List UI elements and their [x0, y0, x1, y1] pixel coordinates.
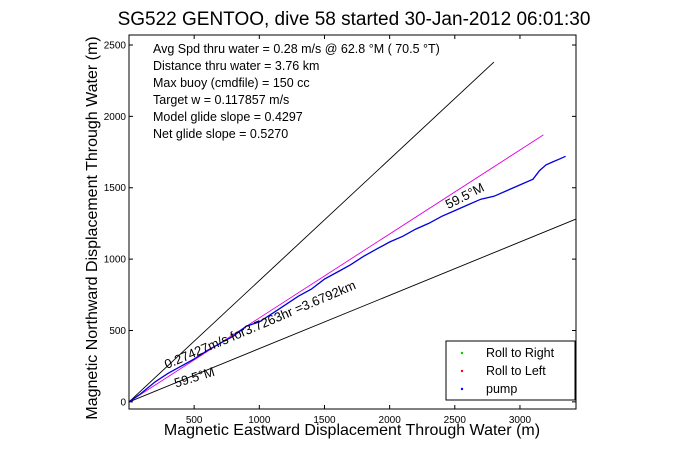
y-tick-label-2000: 2000 [104, 112, 127, 123]
chart-title: SG522 GENTOO, dive 58 started 30-Jan-201… [118, 9, 591, 30]
x-tick-label-3000: 3000 [509, 415, 532, 426]
legend: Roll to Right Roll to Left pump [445, 340, 576, 401]
info-text: Avg Spd thru water = 0.28 m/s @ 62.8 °M … [153, 42, 440, 141]
x-tick-label-1000: 1000 [248, 415, 271, 426]
legend-marker-roll-right [460, 351, 464, 355]
y-tick-label-500: 500 [109, 326, 126, 337]
reference-line-2 [128, 218, 577, 403]
x-tick-label-2000: 2000 [379, 415, 402, 426]
x-tick-label-1500: 1500 [313, 415, 336, 426]
legend-label-roll-left: Roll to Left [486, 364, 546, 378]
legend-label-roll-right: Roll to Right [486, 346, 555, 360]
y-tick-label-2500: 2500 [104, 40, 127, 51]
info-line-max-buoy: Max buoy (cmdfile) = 150 cc [153, 76, 310, 90]
model-track-line-3 [128, 134, 544, 403]
x-tick-label-2500: 2500 [444, 415, 467, 426]
info-line-model-glide: Model glide slope = 0.4297 [153, 110, 303, 124]
pump-track-line-4 [128, 155, 566, 403]
reference-line-1 [128, 61, 495, 403]
plot-frame [128, 34, 577, 410]
info-line-net-glide: Net glide slope = 0.5270 [153, 127, 288, 141]
x-axis-label: Magnetic Eastward Displacement Through W… [164, 422, 540, 439]
y-tick-label-1000: 1000 [104, 255, 127, 266]
y-tick-label-1500: 1500 [104, 183, 127, 194]
plot-area: 500 1000 1500 2000 2500 3000 0 500 1000 1500 2000 2… [104, 34, 577, 426]
y-axis-label: Magnetic Northward Displacement Through … [84, 36, 101, 419]
info-line-avg-speed: Avg Spd thru water = 0.28 m/s @ 62.8 °M … [153, 42, 440, 56]
y-tick-label-0: 0 [120, 397, 126, 408]
info-line-target-w: Target w = 0.117857 m/s [153, 93, 289, 107]
legend-marker-roll-left [460, 369, 464, 373]
legend-label-pump: pump [486, 382, 517, 396]
info-line-distance: Distance thru water = 3.76 km [153, 59, 319, 73]
x-tick-label-500: 500 [186, 415, 203, 426]
legend-marker-pump [460, 387, 464, 391]
legend-box [445, 340, 576, 401]
